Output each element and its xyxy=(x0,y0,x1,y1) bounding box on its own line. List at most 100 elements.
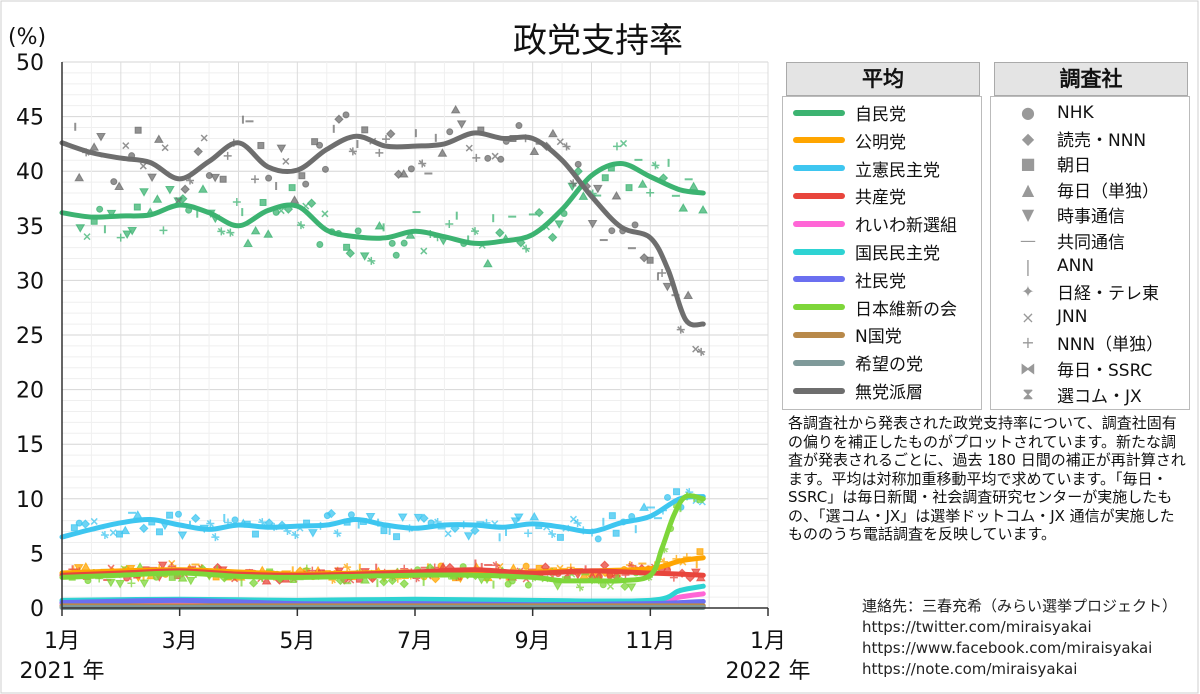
y-tick-label: 5 xyxy=(30,542,44,567)
pollster-legend-header: 調査社 xyxy=(994,62,1188,96)
poll-point xyxy=(420,247,428,255)
poll-point xyxy=(360,575,370,584)
poll-point xyxy=(139,579,150,589)
y-tick-label: 35 xyxy=(16,215,44,240)
poll-point xyxy=(612,142,621,151)
legend-item: N国党 xyxy=(783,321,902,348)
series-line xyxy=(59,493,706,584)
poll-point xyxy=(400,239,408,247)
chart-title: 政党支持率 xyxy=(513,21,683,61)
poll-point xyxy=(576,583,585,592)
poll-point xyxy=(631,221,639,229)
note-link[interactable]: https://note.com/miraisyakai xyxy=(862,660,1078,678)
poll-point xyxy=(217,227,226,236)
poll-point xyxy=(696,548,704,556)
x-year-label: 2022 年 xyxy=(726,659,811,684)
poll-point xyxy=(646,188,655,197)
party-legend-header: 平均 xyxy=(786,62,980,96)
poll-point xyxy=(291,530,300,539)
legend-swatch xyxy=(793,387,845,394)
poll-point xyxy=(554,220,565,229)
poll-point xyxy=(608,227,616,235)
pollster-marker-icon: — xyxy=(1020,231,1036,250)
poll-point xyxy=(405,230,416,239)
pollster-label: NHK xyxy=(1057,102,1094,123)
legend-item: 共産党 xyxy=(783,182,906,209)
poll-point xyxy=(676,325,685,334)
legend-label: 共産党 xyxy=(855,188,906,209)
poll-point xyxy=(463,532,474,541)
pollster-item: ◆ 読売・NNN xyxy=(991,125,1146,152)
poll-point xyxy=(348,147,357,156)
pollster-label: 日経・テレ東 xyxy=(1057,284,1159,305)
poll-point xyxy=(282,157,290,165)
poll-point xyxy=(139,162,147,170)
poll-point xyxy=(698,205,708,214)
poll-point xyxy=(573,518,582,527)
legend-swatch xyxy=(793,137,845,144)
pollster-label: 毎日・SSRC xyxy=(1057,361,1153,381)
poll-point xyxy=(334,114,344,124)
pollster-marker-icon: × xyxy=(1021,307,1035,327)
legend-label: 立憲民主党 xyxy=(855,160,940,181)
poll-point xyxy=(342,111,350,119)
poll-point xyxy=(161,144,169,152)
poll-point xyxy=(232,197,241,206)
pollster-label: 共同通信 xyxy=(1057,233,1125,253)
legend-item: 社民党 xyxy=(783,266,906,293)
poll-point xyxy=(109,529,117,537)
poll-point xyxy=(261,575,272,585)
legend-label: 日本維新の会 xyxy=(855,299,957,320)
poll-point xyxy=(365,513,376,522)
x-tick-label: 3月 xyxy=(162,629,198,654)
poll-point xyxy=(134,126,142,134)
poll-point xyxy=(354,227,362,235)
poll-point xyxy=(321,165,329,173)
poll-point xyxy=(80,519,91,529)
pollster-marker-icon: ⧓ xyxy=(1020,359,1036,378)
poll-point xyxy=(211,533,220,542)
poll-point xyxy=(89,142,99,151)
poll-point xyxy=(529,511,540,521)
legend-item: 日本維新の会 xyxy=(783,294,957,321)
poll-point xyxy=(251,530,259,538)
pollster-item: + NNN（単独） xyxy=(991,329,1163,356)
poll-point xyxy=(419,513,429,523)
poll-point xyxy=(114,181,125,191)
poll-point xyxy=(594,535,602,543)
poll-point xyxy=(398,169,409,178)
y-axis-unit: (%) xyxy=(8,25,46,50)
pollster-marker-icon: + xyxy=(1021,333,1035,353)
pollster-label: JNN xyxy=(1057,307,1088,328)
poll-point xyxy=(316,141,324,149)
poll-point xyxy=(198,184,208,193)
y-tick-label: 40 xyxy=(16,160,44,185)
poll-point xyxy=(193,146,203,157)
poll-point xyxy=(70,524,78,532)
poll-point xyxy=(495,228,505,238)
pollster-label: NNN（単独） xyxy=(1057,335,1164,356)
poll-point xyxy=(471,227,480,236)
poll-point xyxy=(276,144,287,154)
poll-point xyxy=(96,132,106,142)
poll-point xyxy=(96,205,104,213)
poll-point xyxy=(250,225,261,235)
poll-point xyxy=(646,256,654,264)
x-tick-label: 9月 xyxy=(515,629,551,654)
poll-point xyxy=(321,210,329,218)
poll-point xyxy=(574,160,582,168)
poll-point xyxy=(608,512,616,520)
twitter-link[interactable]: https://twitter.com/miraisyakai xyxy=(862,618,1092,636)
series-line xyxy=(59,130,706,328)
pollster-marker-icon: | xyxy=(1025,256,1031,276)
poll-point xyxy=(683,290,694,300)
legend-item: 公明党 xyxy=(783,127,906,154)
axes: 0 5 10 15 20 25 30 35 40 45 50 1月 2021 年 3月 5月 7月 9月 11月 1… xyxy=(16,51,810,684)
legend-swatch xyxy=(793,359,845,366)
legend-item: 国民民主党 xyxy=(783,238,940,265)
poll-point xyxy=(472,153,481,162)
poll-point xyxy=(491,152,499,160)
facebook-link[interactable]: https://www.facebook.com/miraisyakai xyxy=(862,639,1153,657)
poll-point xyxy=(265,174,273,182)
poll-point xyxy=(446,128,454,136)
